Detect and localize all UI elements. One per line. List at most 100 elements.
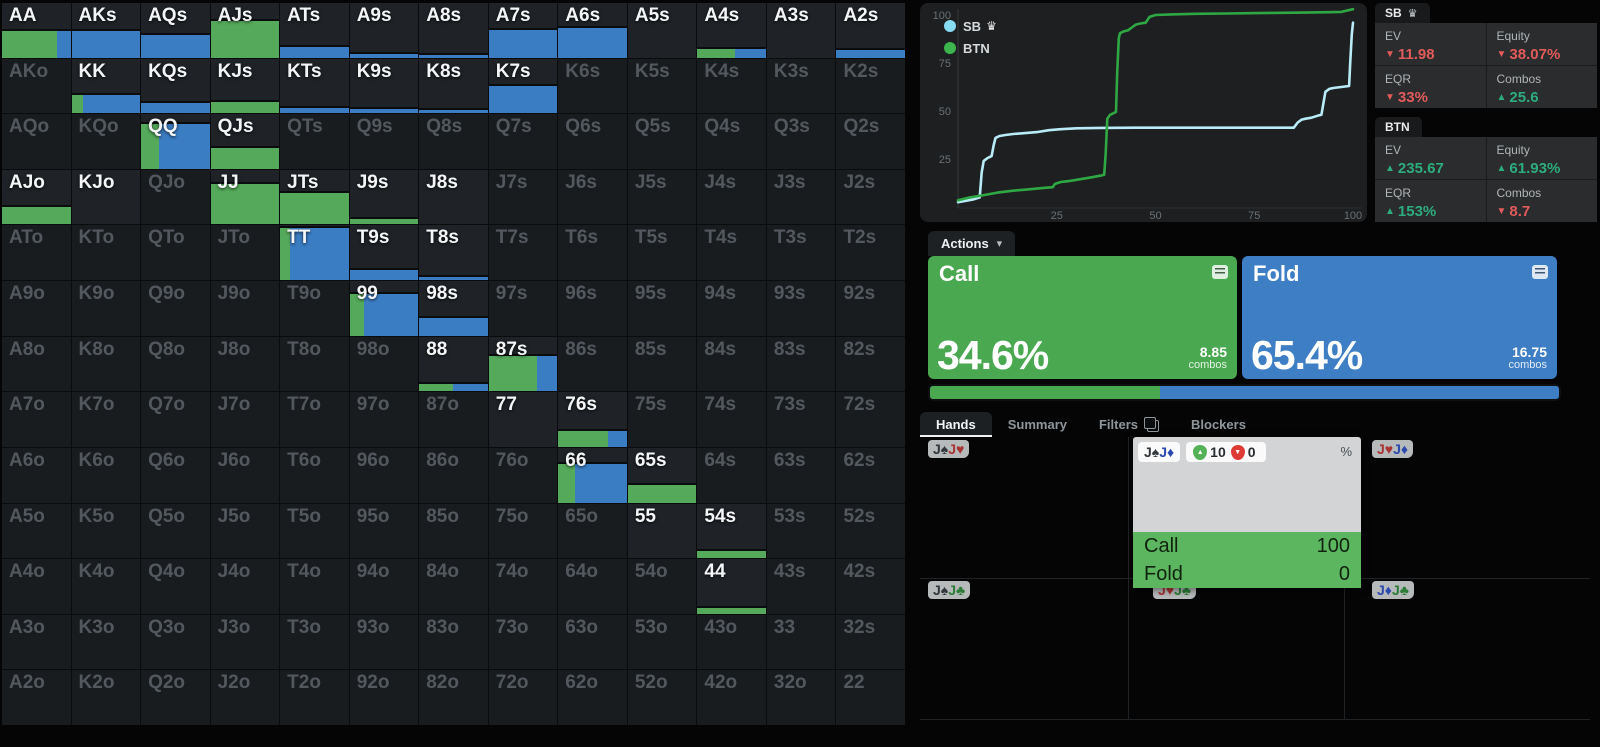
matrix-cell-QQ[interactable]: QQ — [141, 114, 210, 169]
matrix-cell-T8s[interactable]: T8s — [419, 225, 488, 281]
matrix-cell-T2s[interactable]: T2s — [836, 225, 905, 281]
matrix-cell-87s[interactable]: 87s — [488, 336, 558, 392]
matrix-cell-AQs[interactable]: AQs — [141, 3, 210, 58]
tab-blockers[interactable]: Blockers — [1175, 412, 1262, 437]
matrix-cell-K7s[interactable]: K7s — [488, 58, 558, 114]
matrix-cell-82o[interactable]: 82o — [419, 670, 488, 725]
matrix-cell-Q5s[interactable]: Q5s — [627, 114, 697, 169]
matrix-cell-53o[interactable]: 53o — [627, 614, 697, 670]
matrix-cell-72s[interactable]: 72s — [836, 392, 905, 447]
matrix-cell-T7o[interactable]: T7o — [280, 392, 349, 447]
hand-chip-JdJc[interactable]: J♦ J♣ — [1372, 581, 1414, 599]
matrix-cell-K5o[interactable]: K5o — [71, 503, 141, 559]
matrix-cell-A3o[interactable]: A3o — [2, 614, 71, 670]
matrix-cell-ATs[interactable]: ATs — [280, 3, 349, 58]
matrix-cell-54s[interactable]: 54s — [697, 503, 766, 559]
matrix-cell-Q7o[interactable]: Q7o — [141, 392, 210, 447]
hand-chip-JsJc[interactable]: J♠ J♣ — [928, 581, 971, 599]
matrix-cell-22[interactable]: 22 — [836, 670, 905, 725]
matrix-cell-J4s[interactable]: J4s — [697, 169, 766, 225]
matrix-cell-Q2o[interactable]: Q2o — [141, 670, 210, 725]
matrix-cell-K2o[interactable]: K2o — [71, 670, 141, 725]
matrix-cell-75o[interactable]: 75o — [488, 503, 558, 559]
matrix-cell-42o[interactable]: 42o — [697, 670, 766, 725]
matrix-cell-K3s[interactable]: K3s — [766, 58, 836, 114]
matrix-cell-85o[interactable]: 85o — [419, 503, 488, 559]
note-icon[interactable] — [1532, 265, 1548, 279]
matrix-cell-J5s[interactable]: J5s — [627, 169, 697, 225]
matrix-cell-JTs[interactable]: JTs — [280, 169, 349, 225]
matrix-cell-43s[interactable]: 43s — [766, 559, 836, 614]
matrix-cell-Q6o[interactable]: Q6o — [141, 447, 210, 503]
matrix-cell-55[interactable]: 55 — [627, 503, 697, 559]
matrix-cell-A8o[interactable]: A8o — [2, 336, 71, 392]
matrix-cell-J3o[interactable]: J3o — [210, 614, 280, 670]
matrix-cell-Q4o[interactable]: Q4o — [141, 559, 210, 614]
matrix-cell-T9o[interactable]: T9o — [280, 281, 349, 336]
matrix-cell-63o[interactable]: 63o — [558, 614, 627, 670]
matrix-cell-J8s[interactable]: J8s — [419, 169, 488, 225]
note-icon[interactable] — [1212, 265, 1228, 279]
matrix-cell-A2s[interactable]: A2s — [836, 3, 905, 58]
matrix-cell-J5o[interactable]: J5o — [210, 503, 280, 559]
matrix-cell-T2o[interactable]: T2o — [280, 670, 349, 725]
matrix-cell-87o[interactable]: 87o — [419, 392, 488, 447]
matrix-cell-Q9o[interactable]: Q9o — [141, 281, 210, 336]
matrix-cell-K6s[interactable]: K6s — [558, 58, 627, 114]
matrix-cell-98o[interactable]: 98o — [349, 336, 419, 392]
fold-action-card[interactable]: Fold 65.4% 16.75 combos — [1242, 256, 1557, 379]
matrix-cell-KK[interactable]: KK — [71, 58, 141, 114]
matrix-cell-A5s[interactable]: A5s — [627, 3, 697, 58]
matrix-cell-Q5o[interactable]: Q5o — [141, 503, 210, 559]
matrix-cell-A9s[interactable]: A9s — [349, 3, 419, 58]
matrix-cell-A5o[interactable]: A5o — [2, 503, 71, 559]
matrix-cell-J4o[interactable]: J4o — [210, 559, 280, 614]
matrix-cell-64s[interactable]: 64s — [697, 447, 766, 503]
matrix-cell-T5s[interactable]: T5s — [627, 225, 697, 281]
matrix-cell-T8o[interactable]: T8o — [280, 336, 349, 392]
matrix-cell-QJo[interactable]: QJo — [141, 169, 210, 225]
matrix-cell-84s[interactable]: 84s — [697, 336, 766, 392]
matrix-cell-KJs[interactable]: KJs — [210, 58, 280, 114]
matrix-cell-T7s[interactable]: T7s — [488, 225, 558, 281]
matrix-cell-J7s[interactable]: J7s — [488, 169, 558, 225]
position-tab-btn[interactable]: BTN — [1375, 117, 1422, 137]
matrix-cell-92s[interactable]: 92s — [836, 281, 905, 336]
matrix-cell-J2o[interactable]: J2o — [210, 670, 280, 725]
matrix-cell-AQo[interactable]: AQo — [2, 114, 71, 169]
matrix-cell-K8s[interactable]: K8s — [419, 58, 488, 114]
matrix-cell-73o[interactable]: 73o — [488, 614, 558, 670]
matrix-cell-73s[interactable]: 73s — [766, 392, 836, 447]
matrix-cell-43o[interactable]: 43o — [697, 614, 766, 670]
hand-chip-JsJh[interactable]: J♠ J♥ — [928, 440, 970, 458]
matrix-cell-95s[interactable]: 95s — [627, 281, 697, 336]
matrix-cell-K5s[interactable]: K5s — [627, 58, 697, 114]
matrix-cell-32s[interactable]: 32s — [836, 614, 905, 670]
matrix-cell-62s[interactable]: 62s — [836, 447, 905, 503]
matrix-cell-83o[interactable]: 83o — [419, 614, 488, 670]
matrix-cell-J7o[interactable]: J7o — [210, 392, 280, 447]
matrix-cell-84o[interactable]: 84o — [419, 559, 488, 614]
matrix-cell-Q3s[interactable]: Q3s — [766, 114, 836, 169]
matrix-cell-QJs[interactable]: QJs — [210, 114, 280, 169]
matrix-cell-52o[interactable]: 52o — [627, 670, 697, 725]
matrix-cell-Q2s[interactable]: Q2s — [836, 114, 905, 169]
matrix-cell-K9s[interactable]: K9s — [349, 58, 419, 114]
matrix-cell-ATo[interactable]: ATo — [2, 225, 71, 281]
matrix-cell-76s[interactable]: 76s — [558, 392, 627, 447]
legend-item-sb[interactable]: SB ♛ — [944, 15, 997, 37]
matrix-cell-96s[interactable]: 96s — [558, 281, 627, 336]
matrix-cell-JTo[interactable]: JTo — [210, 225, 280, 281]
matrix-cell-Q8o[interactable]: Q8o — [141, 336, 210, 392]
matrix-cell-98s[interactable]: 98s — [419, 281, 488, 336]
matrix-cell-A7o[interactable]: A7o — [2, 392, 71, 447]
matrix-cell-Q7s[interactable]: Q7s — [488, 114, 558, 169]
matrix-cell-63s[interactable]: 63s — [766, 447, 836, 503]
matrix-cell-86o[interactable]: 86o — [419, 447, 488, 503]
matrix-cell-T6o[interactable]: T6o — [280, 447, 349, 503]
matrix-cell-JJ[interactable]: JJ — [210, 169, 280, 225]
matrix-cell-A2o[interactable]: A2o — [2, 670, 71, 725]
position-tab-sb[interactable]: SB ♛ — [1375, 3, 1430, 23]
matrix-cell-Q6s[interactable]: Q6s — [558, 114, 627, 169]
matrix-cell-A4s[interactable]: A4s — [697, 3, 766, 58]
